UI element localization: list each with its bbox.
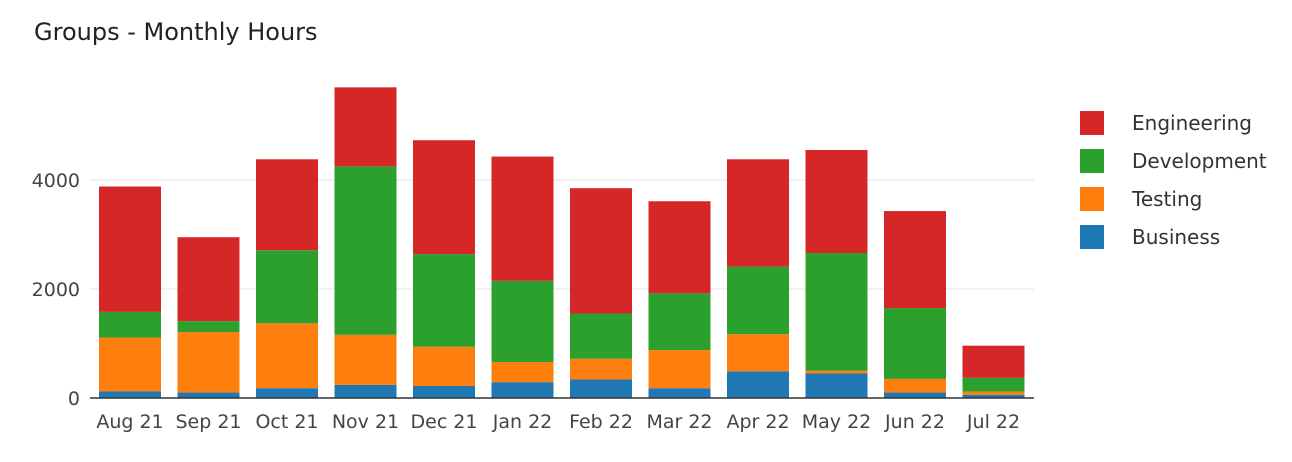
bar-business <box>334 384 397 398</box>
bar-business <box>884 392 946 398</box>
bar-engineering <box>99 186 161 312</box>
bars <box>99 87 1025 398</box>
bar-business <box>570 379 632 398</box>
bar-business <box>177 392 240 398</box>
legend-swatch <box>1080 111 1104 135</box>
bar-testing <box>805 370 868 374</box>
legend: Engineering Development Testing Business <box>1080 104 1267 256</box>
x-axis-ticks: Aug 21 Sep 21 Oct 21 Nov 21 Dec 21 Jan 22 Feb … <box>96 411 1020 433</box>
bar-development <box>413 254 475 347</box>
bar-development <box>99 311 161 338</box>
bar-engineering <box>256 159 318 251</box>
bar-development <box>334 166 397 335</box>
bar-engineering <box>962 345 1025 378</box>
bar-testing <box>648 350 711 389</box>
bar-engineering <box>177 237 240 322</box>
y-tick-label: 2000 <box>32 279 80 301</box>
bar-testing <box>99 337 161 392</box>
legend-item-engineering[interactable]: Engineering <box>1080 104 1267 142</box>
bar-engineering <box>648 201 711 294</box>
bar-development <box>727 266 789 335</box>
stacked-bar-chart: 0 2000 4000 Aug 21 Sep 21 Oct 21 Nov 21 Dec 21… <box>32 87 1034 433</box>
bar-development <box>962 377 1025 392</box>
bar-development <box>491 280 554 363</box>
x-tick-label: Dec 21 <box>411 411 478 433</box>
legend-swatch <box>1080 149 1104 173</box>
bar-testing <box>570 358 632 380</box>
legend-label: Testing <box>1132 187 1203 211</box>
bar-development <box>570 313 632 359</box>
bar-testing <box>413 346 475 387</box>
bar-business <box>99 391 161 398</box>
bar-development <box>648 293 711 351</box>
chart-title: Groups - Monthly Hours <box>34 18 318 46</box>
legend-label: Development <box>1132 149 1267 173</box>
bar-development <box>177 321 240 333</box>
bar-business <box>491 382 554 398</box>
legend-item-business[interactable]: Business <box>1080 218 1267 256</box>
bar-engineering <box>570 188 632 314</box>
gridlines <box>90 179 1034 290</box>
x-tick-label: Aug 21 <box>96 411 163 433</box>
x-tick-label: Jul 22 <box>966 411 1020 433</box>
bar-engineering <box>413 140 475 255</box>
bar-testing <box>491 362 554 383</box>
x-tick-label: May 22 <box>802 411 872 433</box>
x-tick-label: Jun 22 <box>884 411 945 433</box>
y-axis-ticks: 0 2000 4000 <box>32 170 80 410</box>
bar-business <box>805 373 868 398</box>
legend-item-testing[interactable]: Testing <box>1080 180 1267 218</box>
legend-swatch <box>1080 187 1104 211</box>
legend-item-development[interactable]: Development <box>1080 142 1267 180</box>
bar-development <box>805 253 868 371</box>
x-tick-label: Sep 21 <box>175 411 241 433</box>
bar-testing <box>334 334 397 385</box>
legend-swatch <box>1080 225 1104 249</box>
bar-engineering <box>491 156 554 281</box>
bar-testing <box>256 323 318 389</box>
bar-development <box>884 308 946 379</box>
legend-label: Business <box>1132 225 1221 249</box>
bar-business <box>727 371 789 398</box>
bar-engineering <box>727 159 789 267</box>
x-tick-label: Oct 21 <box>255 411 318 433</box>
bar-testing <box>884 378 946 393</box>
bar-testing <box>177 332 240 393</box>
y-tick-label: 0 <box>68 388 80 410</box>
x-tick-label: Feb 22 <box>569 411 633 433</box>
legend-label: Engineering <box>1132 111 1252 135</box>
bar-engineering <box>805 150 868 254</box>
bar-business <box>648 388 711 398</box>
x-tick-label: Jan 22 <box>492 411 553 433</box>
bar-testing <box>727 334 789 372</box>
y-tick-label: 4000 <box>32 170 80 192</box>
x-tick-label: Apr 22 <box>726 411 789 433</box>
x-tick-label: Nov 21 <box>332 411 399 433</box>
bar-engineering <box>334 87 397 167</box>
bar-business <box>413 386 475 398</box>
bar-engineering <box>884 211 946 309</box>
bar-development <box>256 250 318 324</box>
bar-business <box>962 394 1025 398</box>
bar-testing <box>962 391 1025 395</box>
bar-business <box>256 388 318 398</box>
x-tick-label: Mar 22 <box>646 411 712 433</box>
